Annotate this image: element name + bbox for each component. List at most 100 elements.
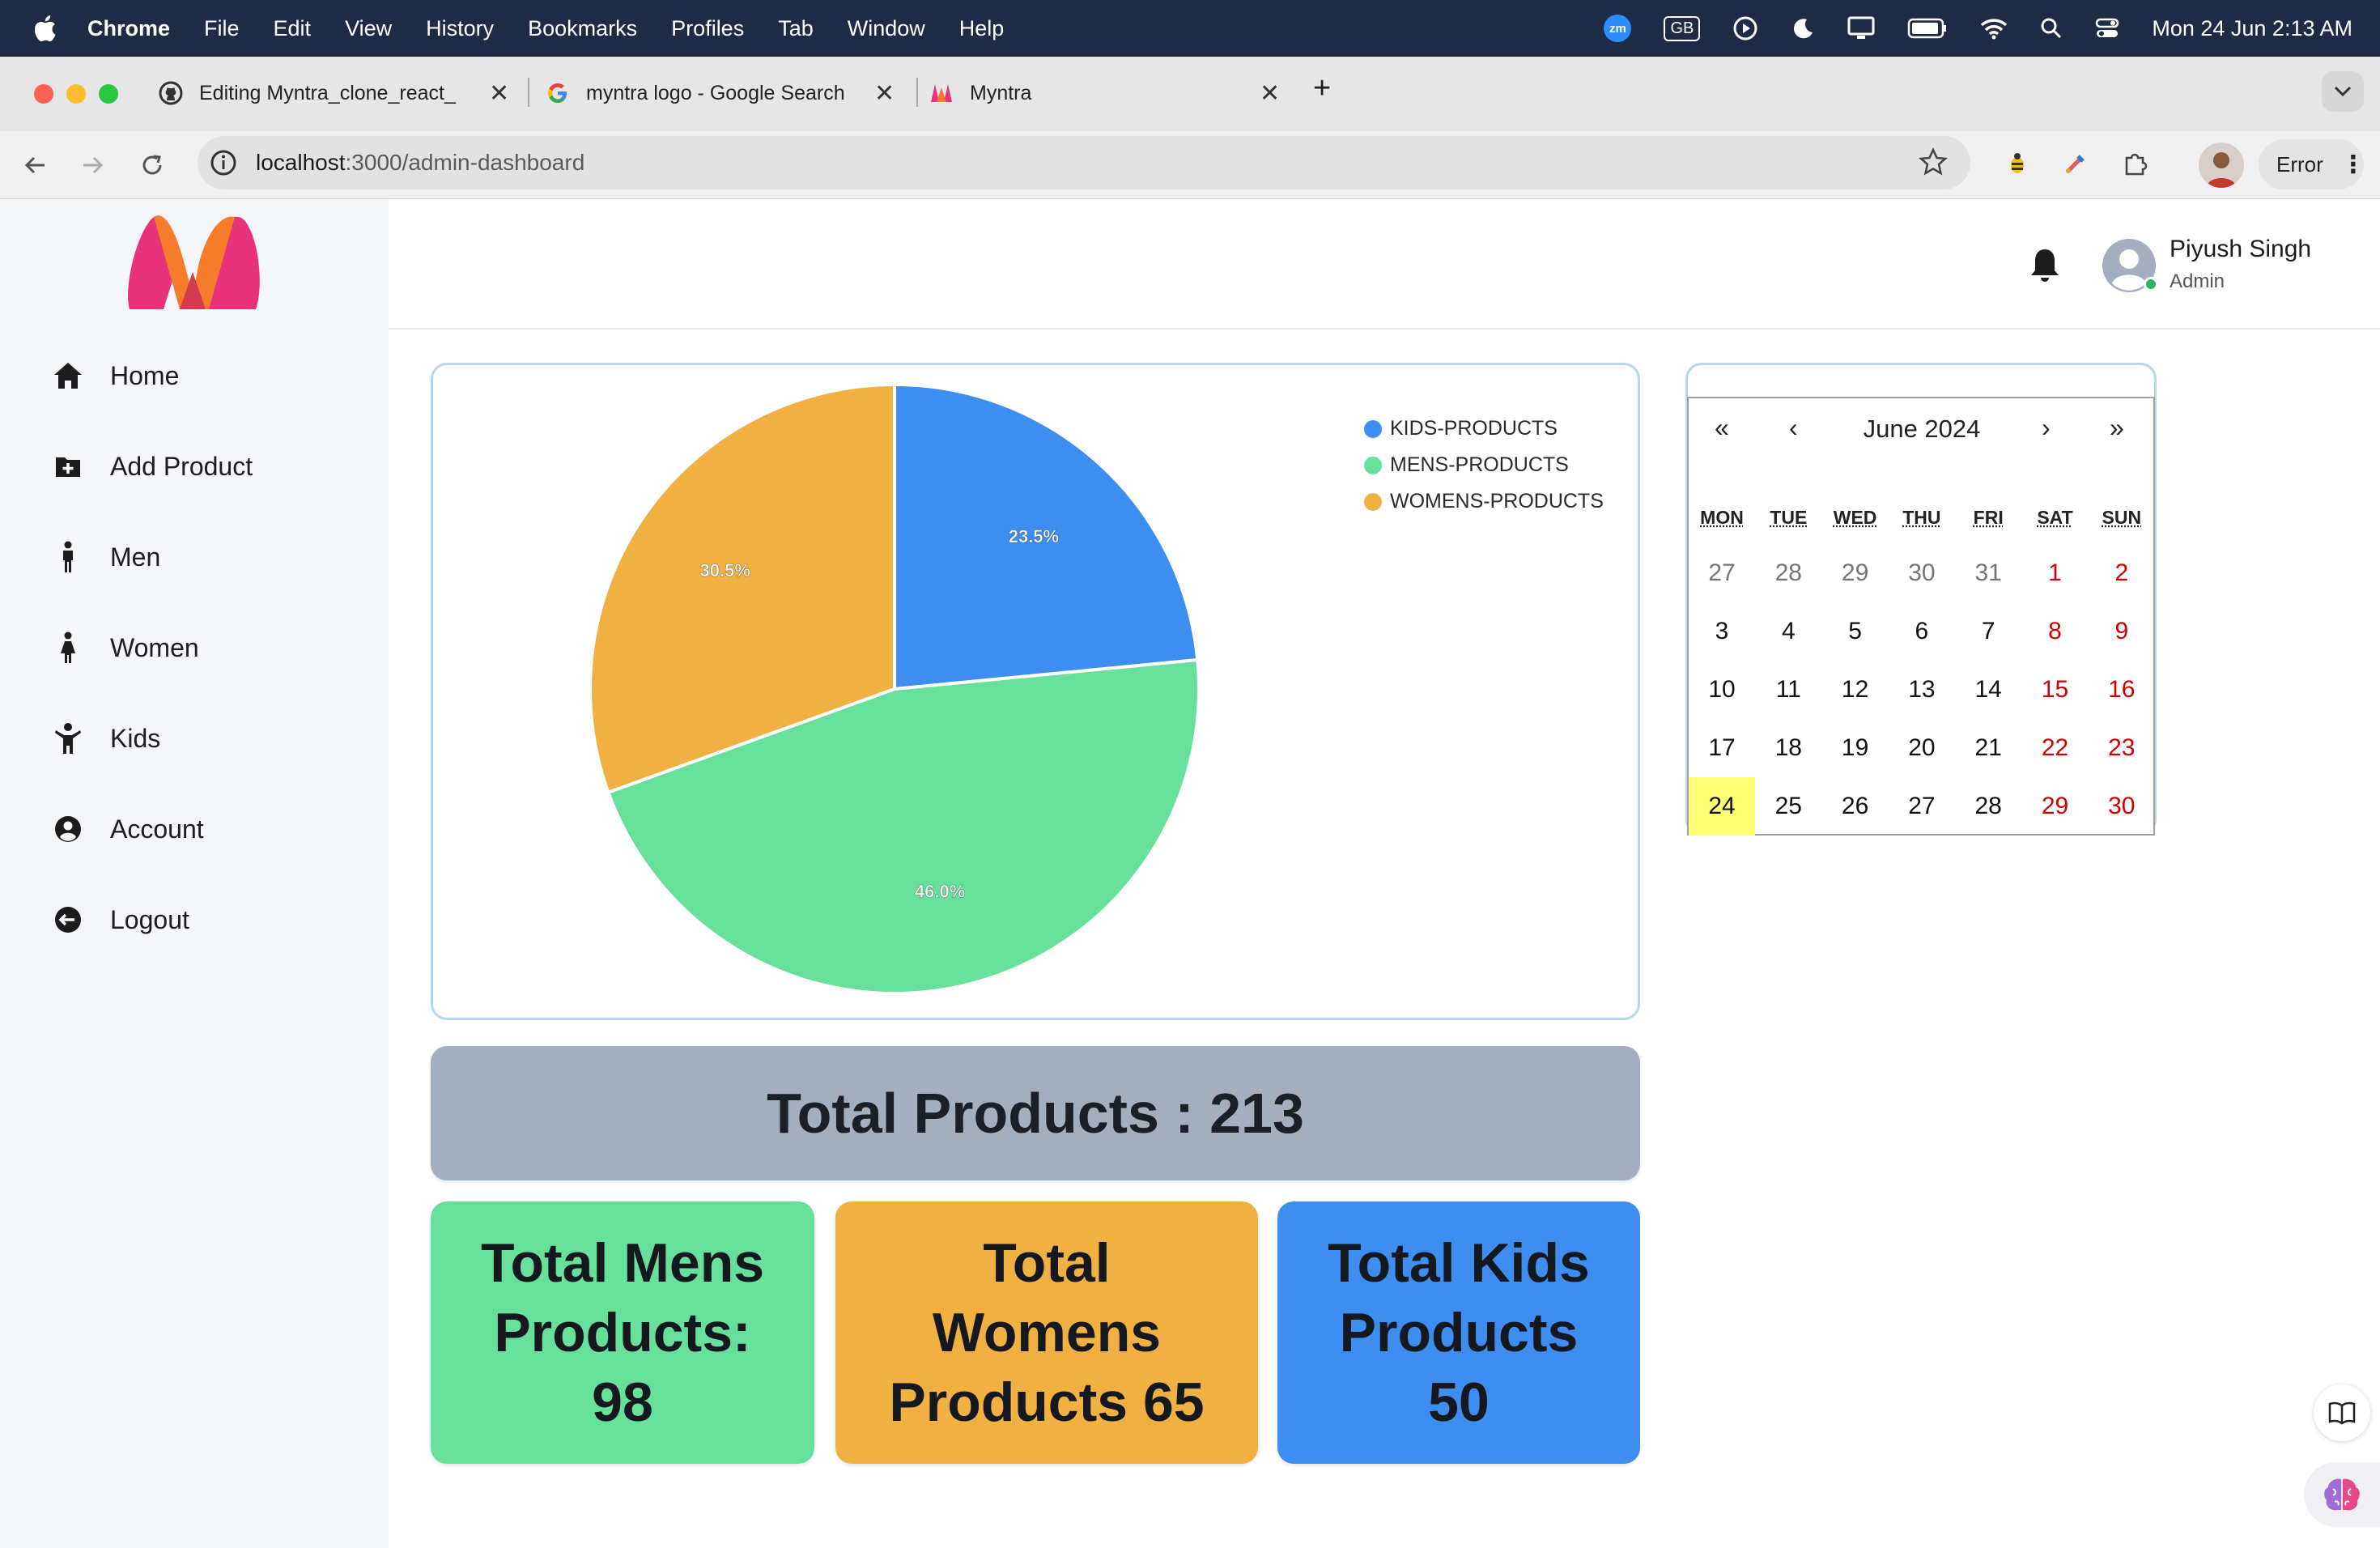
calendar-day[interactable]: 17 <box>1708 734 1736 761</box>
calendar-day[interactable]: 26 <box>1841 793 1869 819</box>
calendar-day[interactable]: 19 <box>1841 734 1869 761</box>
legend-item[interactable]: MENS-PRODUCTS <box>1364 447 1604 483</box>
more-vertical-icon[interactable]: ⋮ <box>2340 151 2365 178</box>
ai-assistant-button[interactable] <box>2304 1462 2380 1527</box>
calendar-day[interactable]: 30 <box>2108 793 2136 819</box>
tab-google-search[interactable]: myntra logo - Google Search ✕ <box>546 68 903 118</box>
tab-github[interactable]: Editing Myntra_clone_react_ ✕ <box>159 68 518 118</box>
calendar-day[interactable]: 3 <box>1715 618 1729 644</box>
zoom-status-icon[interactable]: zm <box>1604 15 1632 42</box>
sidebar-item-women[interactable]: Women <box>50 623 199 672</box>
pie-slice-kids-products[interactable] <box>893 382 1200 691</box>
back-button[interactable] <box>15 144 57 186</box>
calendar-day[interactable]: 28 <box>1774 559 1802 586</box>
calendar-day[interactable]: 27 <box>1708 559 1736 586</box>
calendar-day[interactable]: 16 <box>2108 676 2136 703</box>
play-icon[interactable] <box>1732 15 1758 41</box>
calendar-day[interactable]: 30 <box>1908 559 1936 586</box>
close-icon[interactable]: ✕ <box>874 79 895 107</box>
calendar-day[interactable]: 10 <box>1708 676 1736 703</box>
calendar-day[interactable]: 22 <box>2041 734 2069 761</box>
apple-icon[interactable] <box>32 15 57 42</box>
extensions-puzzle-icon[interactable] <box>2118 146 2153 181</box>
pie-slice-mens-products[interactable] <box>606 657 1201 995</box>
calendar-day[interactable]: 29 <box>2041 793 2069 819</box>
profile-avatar[interactable] <box>2199 142 2244 188</box>
legend-item[interactable]: KIDS-PRODUCTS <box>1364 410 1604 447</box>
legend-item[interactable]: WOMENS-PRODUCTS <box>1364 483 1604 520</box>
calendar-day[interactable]: 21 <box>1974 734 2002 761</box>
sidebar-item-kids[interactable]: Kids <box>50 714 160 763</box>
wifi-icon[interactable] <box>1980 17 2008 40</box>
window-close-button[interactable] <box>34 84 53 104</box>
menu-file[interactable]: File <box>204 15 240 40</box>
menubar-clock[interactable]: Mon 24 Jun 2:13 AM <box>2152 15 2352 40</box>
calendar-day[interactable]: 6 <box>1915 618 1929 644</box>
calendar-day[interactable]: 29 <box>1841 559 1869 586</box>
menu-profiles[interactable]: Profiles <box>671 15 745 40</box>
calendar-day[interactable]: 18 <box>1774 734 1802 761</box>
calendar-day[interactable]: 20 <box>1908 734 1936 761</box>
menu-app-name[interactable]: Chrome <box>87 15 171 40</box>
calendar-next-year-button[interactable]: » <box>2110 413 2124 442</box>
reader-mode-button[interactable] <box>2314 1384 2370 1441</box>
bell-icon[interactable] <box>2027 246 2063 285</box>
calendar-prev-year-button[interactable]: « <box>1715 413 1729 442</box>
tab-myntra[interactable]: Myntra ✕ <box>929 68 1284 118</box>
sidebar-item-home[interactable]: Home <box>50 351 179 400</box>
calendar-day[interactable]: 27 <box>1908 793 1936 819</box>
calendar-prev-month-button[interactable]: ‹ <box>1789 413 1798 442</box>
calendar-day[interactable]: 7 <box>1981 618 1995 644</box>
calendar-day[interactable]: 24 <box>1689 777 1755 836</box>
calendar-day[interactable]: 2 <box>2114 559 2129 586</box>
moon-icon[interactable] <box>1791 16 1815 40</box>
calendar-day[interactable]: 9 <box>2114 618 2129 644</box>
calendar-day[interactable]: 23 <box>2108 734 2136 761</box>
reload-button[interactable] <box>131 144 173 186</box>
calendar-day[interactable]: 8 <box>2048 618 2062 644</box>
close-icon[interactable]: ✕ <box>489 79 510 107</box>
calendar-month-title[interactable]: June 2024 <box>1863 415 1981 443</box>
sidebar-item-add-product[interactable]: Add Product <box>50 442 253 491</box>
input-source-indicator[interactable]: GB <box>1664 15 1701 41</box>
sidebar-item-men[interactable]: Men <box>50 533 160 581</box>
extension-color-picker-icon[interactable] <box>2058 146 2093 181</box>
pie-slice-womens-products[interactable] <box>589 382 896 795</box>
extension-bee-icon[interactable] <box>2000 146 2035 181</box>
menu-view[interactable]: View <box>345 15 393 40</box>
user-avatar[interactable] <box>2102 238 2157 293</box>
profile-error-button[interactable]: Error ⋮ <box>2259 139 2365 189</box>
search-icon[interactable] <box>2040 17 2063 40</box>
calendar-day[interactable]: 4 <box>1781 618 1796 644</box>
forward-button[interactable] <box>71 144 113 186</box>
tab-search-button[interactable] <box>2322 71 2364 112</box>
calendar-day[interactable]: 15 <box>2041 676 2069 703</box>
control-center-icon[interactable] <box>2095 17 2119 40</box>
calendar-day[interactable]: 14 <box>1974 676 2002 703</box>
myntra-logo[interactable] <box>121 214 264 314</box>
new-tab-button[interactable]: + <box>1313 71 1332 105</box>
calendar-day[interactable]: 31 <box>1974 559 2002 586</box>
calendar-day[interactable]: 25 <box>1774 793 1802 819</box>
calendar-day[interactable]: 1 <box>2048 559 2062 586</box>
window-zoom-button[interactable] <box>99 84 118 104</box>
info-icon[interactable] <box>209 148 238 177</box>
menu-help[interactable]: Help <box>958 15 1005 40</box>
menu-edit[interactable]: Edit <box>273 15 312 40</box>
sidebar-item-account[interactable]: Account <box>50 805 204 853</box>
bookmark-star-icon[interactable] <box>1919 147 1948 176</box>
calendar-day[interactable]: 11 <box>1775 676 1801 703</box>
display-icon[interactable] <box>1847 16 1875 40</box>
calendar-day[interactable]: 12 <box>1841 676 1869 703</box>
calendar-day[interactable]: 13 <box>1908 676 1936 703</box>
window-minimize-button[interactable] <box>66 84 86 104</box>
calendar-day[interactable]: 28 <box>1974 793 2002 819</box>
close-icon[interactable]: ✕ <box>1260 79 1281 107</box>
calendar-next-month-button[interactable]: › <box>2042 413 2051 442</box>
menu-window[interactable]: Window <box>847 15 925 40</box>
menu-bookmarks[interactable]: Bookmarks <box>528 15 638 40</box>
sidebar-item-logout[interactable]: Logout <box>50 895 189 944</box>
menu-tab[interactable]: Tab <box>778 15 814 40</box>
menu-history[interactable]: History <box>426 15 495 40</box>
battery-icon[interactable] <box>1907 18 1948 39</box>
